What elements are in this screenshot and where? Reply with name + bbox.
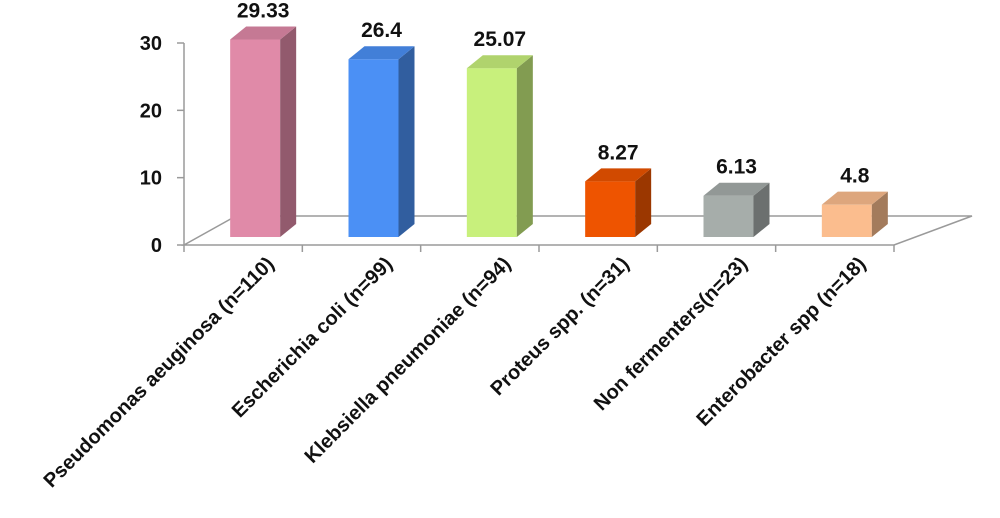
bar-top	[230, 26, 297, 40]
bar	[230, 39, 281, 237]
bar-side	[635, 168, 652, 237]
data-label: 8.27	[598, 141, 639, 164]
bar-side	[871, 191, 888, 237]
bar	[348, 59, 399, 237]
bar	[585, 181, 636, 237]
bar	[821, 204, 872, 237]
data-label: 26.4	[361, 19, 402, 42]
y-tick-label: 0	[151, 235, 162, 257]
y-tick-label: 20	[140, 100, 162, 122]
bar-side	[398, 46, 415, 237]
bar-top	[585, 168, 652, 182]
y-tick-label: 10	[140, 168, 162, 190]
bar-side	[280, 26, 297, 237]
data-labels: 29.33 26.4 25.07 8.27 6.13 4.8	[237, 0, 870, 188]
bar-top	[703, 182, 770, 196]
bar	[466, 68, 517, 237]
y-axis: 0 10 20 30	[140, 33, 895, 257]
bar-side	[516, 55, 533, 238]
bar	[703, 195, 754, 237]
data-label: 4.8	[840, 165, 870, 188]
category-labels: Pseudomonas aeuginosa (n=110)Escherichia…	[40, 253, 871, 492]
bar-top	[348, 46, 415, 60]
bar-top	[466, 55, 533, 69]
category-label: Pseudomonas aeuginosa (n=110)	[40, 253, 279, 492]
bar-side	[753, 182, 770, 237]
bars	[230, 26, 888, 238]
data-label: 29.33	[237, 0, 290, 23]
data-label: 6.13	[716, 156, 757, 179]
bar-top	[821, 191, 888, 205]
y-tick-label: 30	[140, 33, 162, 55]
data-label: 25.07	[474, 28, 527, 51]
category-label: Klebsiella pneumoniae (n=94)	[301, 253, 516, 468]
